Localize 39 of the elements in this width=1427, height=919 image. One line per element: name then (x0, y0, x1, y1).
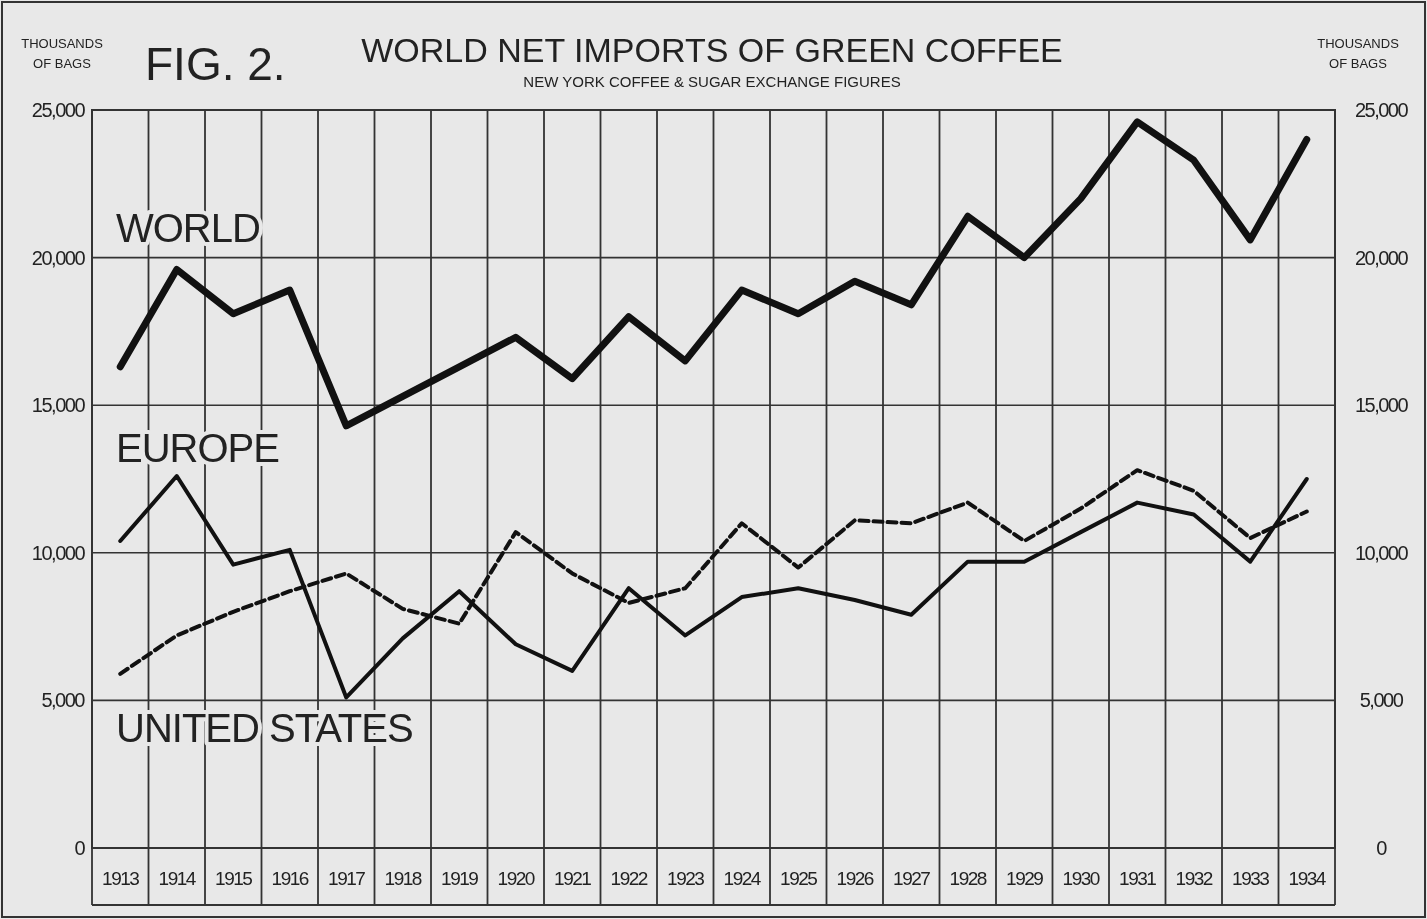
x-tick-label: 1919 (441, 867, 479, 889)
x-tick-label: 1931 (1119, 867, 1157, 889)
y-tick-label: 10,000 (31, 541, 86, 564)
x-tick-label: 1914 (158, 867, 197, 889)
x-tick-label: 1922 (610, 867, 648, 889)
y2-tick-label: 10,000 (1354, 541, 1409, 564)
y2-tick-label: 0 (1376, 837, 1388, 859)
chart-title: WORLD NET IMPORTS OF GREEN COFFEE (361, 31, 1063, 69)
x-tick-label: 1921 (554, 867, 592, 889)
x-tick-label: 1925 (780, 867, 818, 889)
x-tick-label: 1915 (215, 867, 253, 889)
x-tick-label: 1920 (497, 867, 535, 889)
y-tick-label: 0 (74, 837, 86, 859)
y2-tick-label: 20,000 (1354, 246, 1409, 269)
x-tick-label: 1918 (384, 867, 422, 889)
y-tick-label: 25,000 (31, 99, 86, 121)
y-tick-label: 15,000 (31, 394, 86, 417)
x-tick-label: 1934 (1288, 867, 1327, 889)
x-tick-label: 1927 (893, 867, 931, 889)
y2-tick-label: 5,000 (1359, 689, 1404, 712)
y2-tick-label: 15,000 (1354, 394, 1409, 417)
x-tick-label: 1917 (328, 867, 366, 889)
x-tick-label: 1916 (271, 867, 309, 889)
x-tick-label: 1923 (667, 867, 705, 889)
x-tick-label: 1926 (836, 867, 874, 889)
y2-tick-label: 25,000 (1354, 99, 1409, 121)
x-tick-label: 1913 (102, 867, 140, 889)
chart-subtitle: NEW YORK COFFEE & SUGAR EXCHANGE FIGURES (523, 73, 901, 90)
y-tick-label: 20,000 (31, 246, 86, 269)
y-tick-label: 5,000 (41, 689, 86, 712)
x-tick-label: 1932 (1175, 867, 1213, 889)
x-tick-label: 1924 (723, 867, 762, 889)
y2-axis-title: THOUSANDS OF BAGS (1317, 36, 1400, 71)
y-axis-title: THOUSANDS OF BAGS (21, 36, 104, 71)
x-tick-label: 1930 (1062, 867, 1100, 889)
x-tick-label: 1933 (1232, 867, 1270, 889)
caption: FIG. 2. (145, 38, 286, 90)
x-tick-label: 1929 (1006, 867, 1044, 889)
x-tick-label: 1928 (949, 867, 987, 889)
